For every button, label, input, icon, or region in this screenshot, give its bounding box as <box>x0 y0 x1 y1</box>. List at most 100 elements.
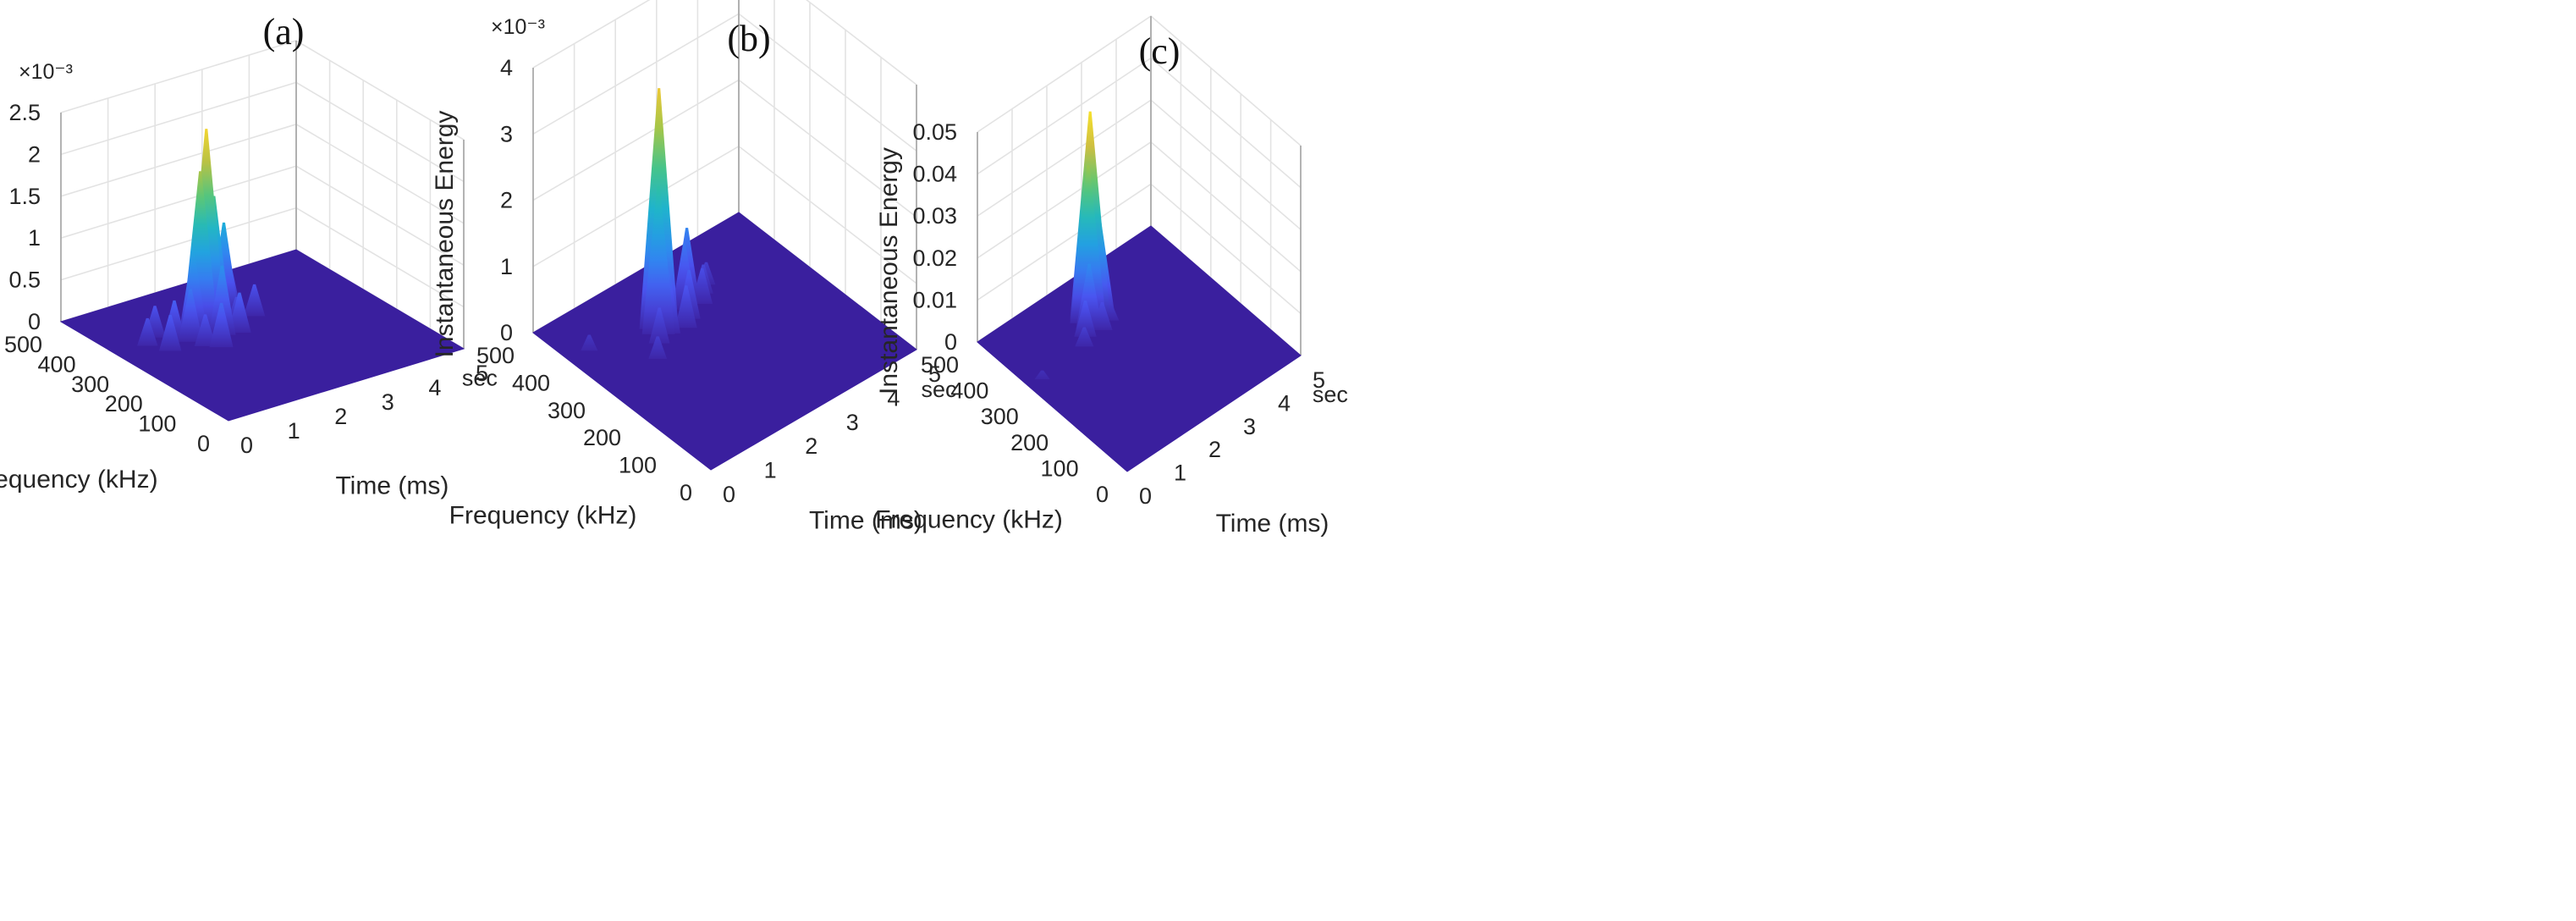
surface-spike <box>243 284 266 317</box>
freq-tick-label: 0 <box>197 431 210 456</box>
z-tick-label: 1 <box>500 254 513 279</box>
time-axis-label: Time (ms) <box>1216 510 1329 538</box>
time-tick-label: 1 <box>1174 460 1186 486</box>
surface-spike <box>641 185 675 334</box>
z-axis-label: Instantaneous Energy <box>431 111 459 358</box>
freq-tick-label: 500 <box>476 343 515 368</box>
z-tick-label: 3 <box>500 121 513 146</box>
time-tick-label: 5 <box>1313 367 1325 393</box>
panel-c: 00.010.020.030.040.050100200300400500012… <box>875 14 1348 538</box>
time-tick-label: 3 <box>382 389 394 415</box>
time-tick-label: 4 <box>428 375 441 400</box>
z-axis-label: Instantaneous Energy <box>875 147 903 394</box>
surface-floor <box>59 249 465 422</box>
time-tick-label: 4 <box>1278 390 1291 416</box>
freq-tick-label: 200 <box>583 425 621 450</box>
z-tick-label: 0.5 <box>8 267 41 293</box>
z-tick-label: 0 <box>28 309 41 334</box>
freq-tick-label: 300 <box>981 404 1019 429</box>
freq-tick-label: 500 <box>921 352 959 378</box>
surface-spikes <box>1034 111 1120 380</box>
freq-tick-label: 100 <box>619 453 657 478</box>
panel-a: 00.511.522.50100200300400500012345×10⁻³I… <box>0 11 498 500</box>
panel-b: 012340100200300400500012345×10⁻³Instanta… <box>431 0 957 534</box>
time-tick-label: 0 <box>240 433 253 458</box>
time-tick-label: 3 <box>846 410 859 435</box>
z-exponent-label: ×10⁻³ <box>19 60 73 84</box>
panel-title: (b) <box>727 18 770 59</box>
surface-floor <box>977 225 1302 472</box>
freq-tick-label: 500 <box>4 332 42 357</box>
axis-labels: 00.010.020.030.040.050100200300400500012… <box>875 30 1348 538</box>
z-tick-label: 0.01 <box>912 287 957 312</box>
time-unit-label: sec <box>462 366 498 391</box>
freq-tick-label: 0 <box>1096 482 1109 507</box>
freq-tick-label: 300 <box>548 398 586 423</box>
z-tick-label: 1.5 <box>8 184 41 209</box>
surface-spike <box>208 265 236 335</box>
time-tick-label: 2 <box>334 404 347 429</box>
z-tick-label: 2 <box>28 141 41 167</box>
surface-spike <box>1074 301 1097 337</box>
surface-spike <box>1070 165 1107 323</box>
z-gridline <box>532 0 917 85</box>
surface-spikes <box>581 88 716 359</box>
surface-spike <box>648 336 668 359</box>
surface-spike <box>648 307 670 344</box>
time-tick-label: 5 <box>476 361 488 386</box>
z-tick-label: 0.05 <box>912 119 957 145</box>
panel-title: (c) <box>1139 30 1181 72</box>
freq-tick-label: 400 <box>38 351 76 377</box>
time-tick-label: 3 <box>1243 414 1256 439</box>
axis-box <box>60 41 465 349</box>
surface-spike <box>159 315 182 351</box>
frequency-axis-label: Frequency (kHz) <box>449 501 637 529</box>
time-tick-label: 1 <box>764 458 777 483</box>
freq-tick-label: 0 <box>680 480 692 505</box>
z-gridline <box>977 99 1302 230</box>
time-tick-label: 2 <box>1208 437 1221 462</box>
surface-spike <box>209 302 234 348</box>
surface-spike <box>691 267 713 304</box>
z-exponent-label: ×10⁻³ <box>491 15 545 39</box>
time-unit-label: sec <box>922 377 957 402</box>
panel-title: (a) <box>263 11 305 52</box>
surface-spike <box>137 317 158 346</box>
time-axis-label: Time (ms) <box>809 506 922 534</box>
surface-spike <box>178 289 203 342</box>
z-tick-label: 0 <box>944 329 957 355</box>
time-tick-label: 0 <box>723 482 735 507</box>
z-tick-label: 0 <box>500 320 513 345</box>
z-tick-label: 0.03 <box>912 203 957 229</box>
axis-labels: 00.511.522.50100200300400500012345×10⁻³I… <box>0 11 498 500</box>
surface-spike <box>1075 327 1094 347</box>
freq-tick-label: 400 <box>512 370 550 395</box>
surface-spike <box>1092 302 1113 330</box>
surface-spikes <box>137 129 266 351</box>
back-walls <box>60 40 465 350</box>
time-unit-label: sec <box>1313 382 1348 407</box>
freq-tick-label: 200 <box>1010 430 1049 455</box>
freq-tick-label: 100 <box>1041 455 1079 481</box>
axis-labels: 012340100200300400500012345×10⁻³Instanta… <box>431 15 957 534</box>
z-gridline <box>60 123 465 224</box>
z-tick-label: 0.02 <box>912 245 957 271</box>
frequency-axis-label: Frequency (kHz) <box>875 505 1063 533</box>
axis-box <box>977 16 1302 356</box>
z-gridline <box>60 40 465 141</box>
surface-spike <box>194 314 217 346</box>
freq-tick-label: 400 <box>950 378 988 404</box>
time-tick-label: 4 <box>887 385 900 411</box>
freq-tick-label: 100 <box>138 411 176 437</box>
z-tick-label: 4 <box>500 55 513 80</box>
z-gridline <box>977 57 1302 189</box>
z-tick-label: 2.5 <box>8 100 41 125</box>
time-axis-label: Time (ms) <box>335 472 449 500</box>
freq-tick-label: 200 <box>105 391 143 416</box>
axis-box <box>532 0 917 350</box>
time-tick-label: 0 <box>1139 483 1152 509</box>
z-gridline <box>60 81 465 183</box>
surface-spike <box>581 334 598 351</box>
surface-spike <box>674 285 697 328</box>
